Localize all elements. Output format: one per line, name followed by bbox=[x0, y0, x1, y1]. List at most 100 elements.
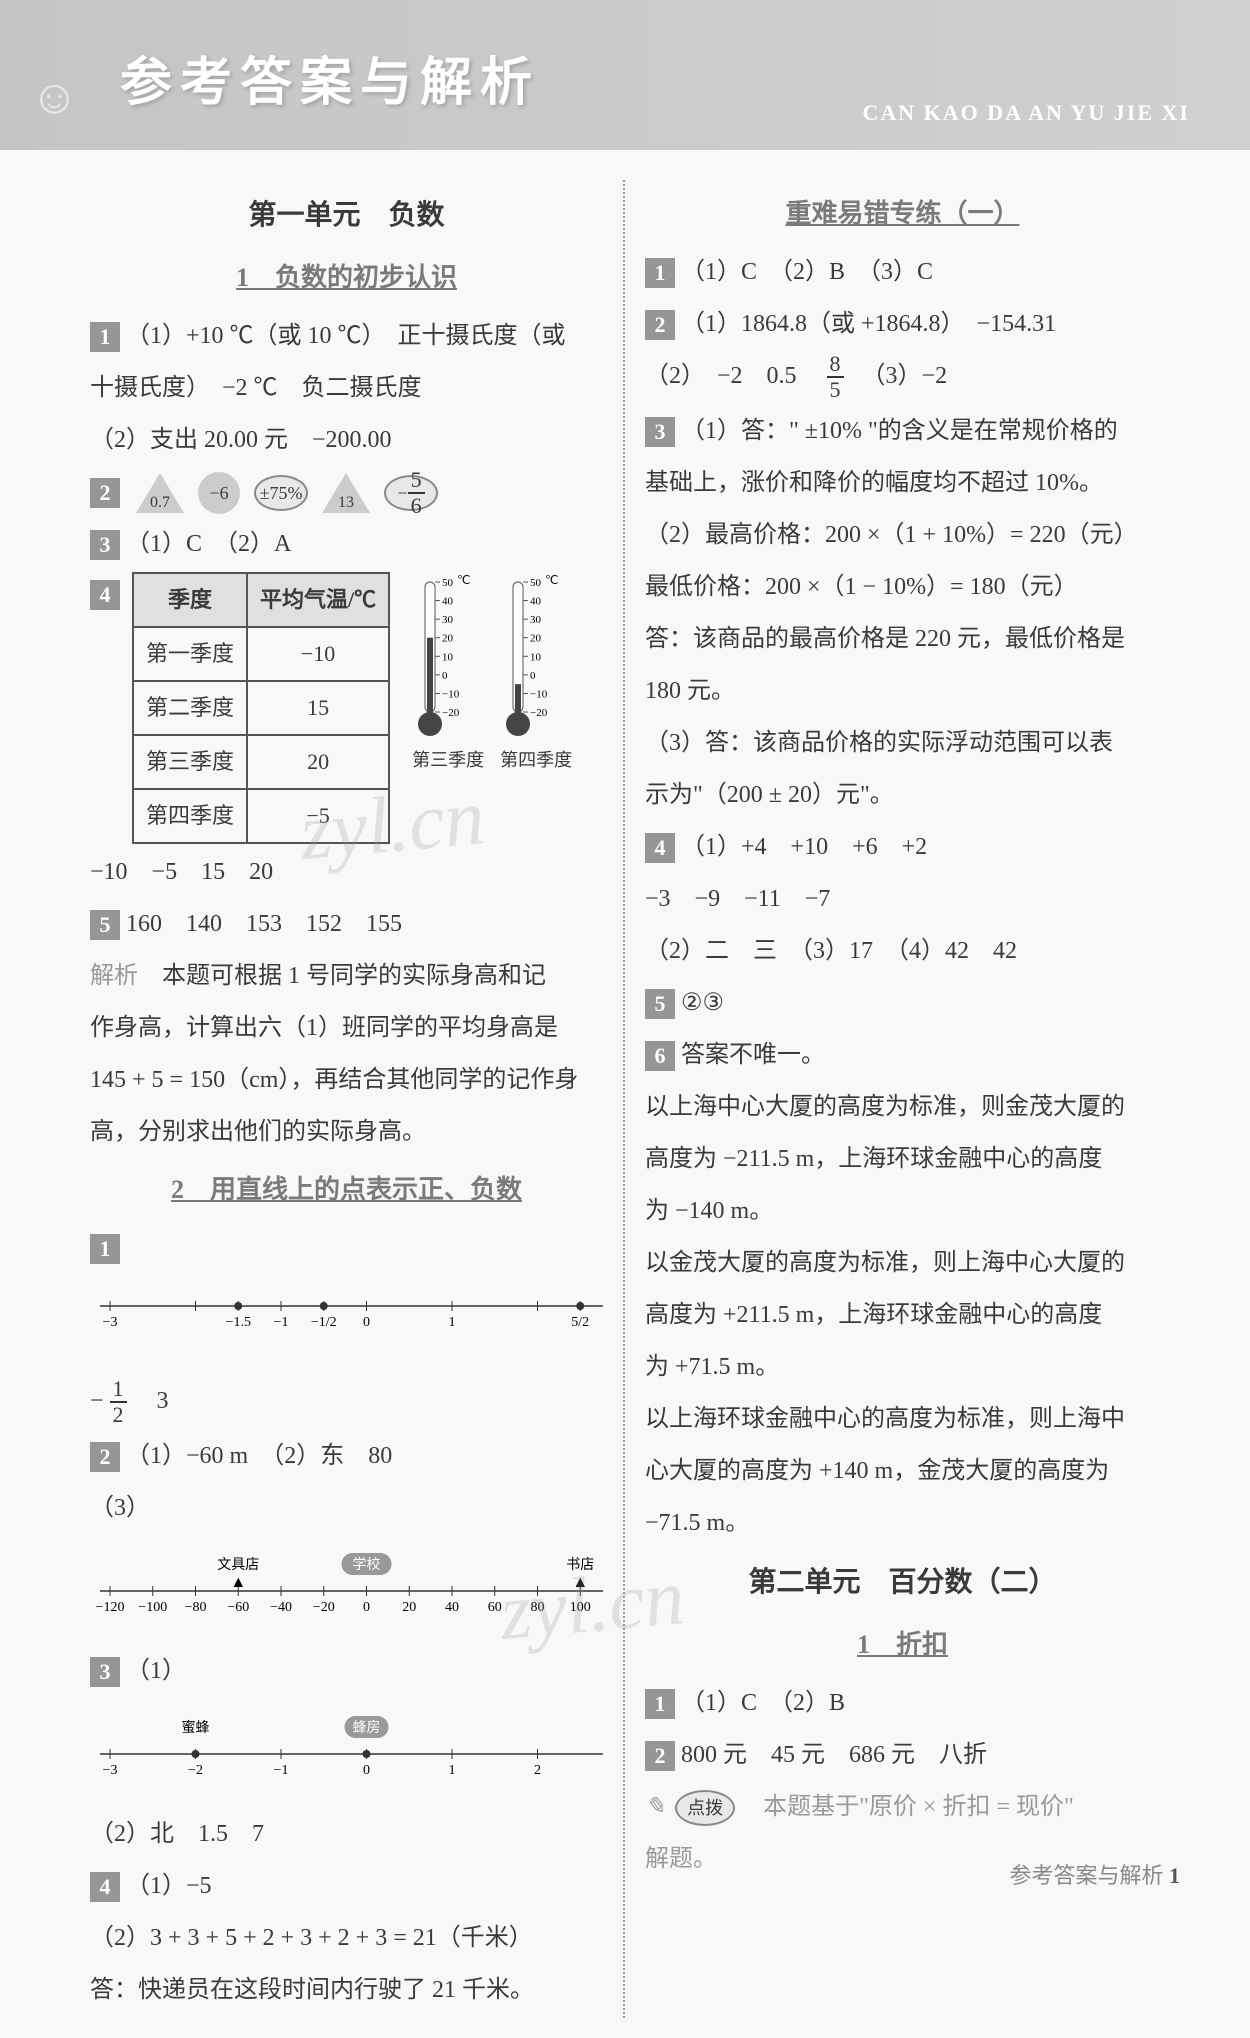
unit2-title: 第二单元 百分数（二） bbox=[645, 1555, 1160, 1611]
r-q3-l3: （2）最高价格：200 ×（1 + 10%）= 220（元） bbox=[645, 511, 1160, 559]
r-q6: 6答案不唯一。 bbox=[645, 1031, 1160, 1079]
r-q2-l1: 2（1）1864.8（或 +1864.8） −154.31 bbox=[645, 300, 1160, 348]
svg-text:−40: −40 bbox=[270, 1600, 292, 1615]
ellipse-icon: − 5 6 bbox=[384, 475, 438, 511]
svg-text:−100: −100 bbox=[138, 1600, 167, 1615]
svg-text:−10: −10 bbox=[530, 688, 548, 700]
thermometer-icon: ℃50403020100−10−20 bbox=[412, 572, 472, 742]
svg-text:蜂房: 蜂房 bbox=[353, 1720, 381, 1736]
thermometer-q4: ℃50403020100−10−20 第四季度 bbox=[500, 572, 572, 778]
r-q3-l1: 3（1）答：" ±10% "的含义是在常规价格的 bbox=[645, 407, 1160, 455]
s2-q4-3: 答：快递员在这段时间内行驶了 21 千米。 bbox=[90, 1966, 603, 2014]
analysis: 解析 本题可根据 1 号同学的实际身高和记 bbox=[90, 952, 603, 1000]
svg-text:1: 1 bbox=[449, 1315, 456, 1330]
unit1-title: 第一单元 负数 bbox=[90, 188, 603, 244]
section2-title: 2 用直线上的点表示正、负数 bbox=[90, 1164, 603, 1216]
svg-text:−20: −20 bbox=[530, 707, 548, 719]
svg-text:20: 20 bbox=[402, 1600, 416, 1615]
tip-badge: 点拨 bbox=[675, 1790, 735, 1826]
svg-text:−3: −3 bbox=[103, 1763, 118, 1778]
fraction: 8 5 bbox=[827, 352, 844, 402]
badge-1: 1 bbox=[90, 1234, 120, 1264]
svg-text:−1.5: −1.5 bbox=[226, 1315, 251, 1330]
s2-q2-3: （3） bbox=[90, 1484, 603, 1532]
u2-q1: 1（1）C （2）B bbox=[645, 1679, 1160, 1727]
r-q5: 5②③ bbox=[645, 979, 1160, 1027]
badge-6: 6 bbox=[645, 1041, 675, 1071]
svg-text:−2: −2 bbox=[188, 1763, 203, 1778]
svg-text:30: 30 bbox=[442, 614, 454, 626]
svg-text:−120: −120 bbox=[96, 1600, 125, 1615]
svg-text:−60: −60 bbox=[227, 1600, 249, 1615]
page-footer: 参考答案与解析 1 bbox=[1009, 1858, 1180, 1890]
number-line-2: −120−100−80−60−40−20020406080100120文具店▲学… bbox=[90, 1546, 603, 1616]
svg-text:1: 1 bbox=[449, 1763, 456, 1778]
svg-text:文具店: 文具店 bbox=[217, 1557, 259, 1573]
svg-text:−20: −20 bbox=[313, 1600, 335, 1615]
badge-2: 2 bbox=[645, 1741, 675, 1771]
left-column: 第一单元 负数 1 负数的初步认识 1（1）+10 ℃（或 10 ℃） 正十摄氏… bbox=[70, 180, 625, 2018]
badge-4: 4 bbox=[90, 1872, 120, 1902]
tip: ✎ 点拨 本题基于"原价 × 折扣 = 现价" bbox=[645, 1783, 1160, 1831]
svg-text:2: 2 bbox=[534, 1763, 541, 1778]
r-q6-l7: 以上海环球金融中心的高度为标准，则上海中 bbox=[645, 1395, 1160, 1443]
q3: 3（1）C （2）A bbox=[90, 520, 603, 568]
svg-text:蜜蜂: 蜜蜂 bbox=[182, 1720, 210, 1736]
svg-text:10: 10 bbox=[442, 651, 454, 663]
r-q6-l9: −71.5 m。 bbox=[645, 1499, 1160, 1547]
svg-text:60: 60 bbox=[488, 1600, 502, 1615]
svg-text:0: 0 bbox=[442, 670, 448, 682]
svg-text:0: 0 bbox=[363, 1600, 370, 1615]
thermometer-q3: ℃50403020100−10−20 第三季度 bbox=[412, 572, 484, 778]
triangle-icon: 0.7 bbox=[136, 473, 184, 513]
svg-text:−1: −1 bbox=[274, 1315, 289, 1330]
svg-text:学校: 学校 bbox=[353, 1556, 381, 1573]
r-q6-l3: 为 −140 m。 bbox=[645, 1187, 1160, 1235]
r-q2-l2: （2） −2 0.5 8 5 （3）−2 bbox=[645, 352, 1160, 403]
svg-text:0: 0 bbox=[363, 1315, 370, 1330]
s2-ans1: − 1 2 3 bbox=[90, 1377, 603, 1428]
svg-text:80: 80 bbox=[531, 1600, 545, 1615]
page-header: ☺ 参考答案与解析 CAN KAO DA AN YU JIE XI bbox=[0, 0, 1250, 150]
pencil-icon: ✎ bbox=[645, 1794, 665, 1820]
svg-text:40: 40 bbox=[442, 596, 454, 608]
triangle-icon: 13 bbox=[322, 473, 370, 513]
svg-text:20: 20 bbox=[530, 633, 542, 645]
svg-text:50: 50 bbox=[442, 577, 454, 589]
number-line-1: −3−1.5−1−1/2015/23 bbox=[90, 1286, 603, 1346]
r-q3-l8: 示为"（200 ± 20）元"。 bbox=[645, 771, 1160, 819]
svg-text:−80: −80 bbox=[185, 1600, 207, 1615]
badge-1: 1 bbox=[90, 322, 120, 352]
fraction: 5 6 bbox=[408, 468, 425, 518]
svg-text:℃: ℃ bbox=[545, 573, 558, 587]
svg-text:50: 50 bbox=[530, 577, 542, 589]
s2-q2: 2（1）−60 m （2）东 80 bbox=[90, 1432, 603, 1480]
q5: 5160 140 153 152 155 bbox=[90, 900, 603, 948]
svg-text:40: 40 bbox=[445, 1600, 459, 1615]
svg-text:−20: −20 bbox=[442, 707, 460, 719]
header-pinyin: CAN KAO DA AN YU JIE XI bbox=[862, 100, 1190, 126]
badge-2: 2 bbox=[90, 478, 120, 508]
s2-q4-1: 4（1）−5 bbox=[90, 1862, 603, 1910]
svg-text:100: 100 bbox=[570, 1600, 591, 1615]
q1-line1: 1（1）+10 ℃（或 10 ℃） 正十摄氏度（或 bbox=[90, 312, 603, 360]
badge-2: 2 bbox=[90, 1442, 120, 1472]
s2-q3-2: （2）北 1.5 7 bbox=[90, 1810, 603, 1858]
svg-text:20: 20 bbox=[442, 633, 454, 645]
r-q4-l2: −3 −9 −11 −7 bbox=[645, 875, 1160, 923]
svg-text:10: 10 bbox=[530, 651, 542, 663]
thermometers: ℃50403020100−10−20 第三季度 ℃50403020100−10−… bbox=[406, 572, 578, 778]
content-area: 第一单元 负数 1 负数的初步认识 1（1）+10 ℃（或 10 ℃） 正十摄氏… bbox=[0, 150, 1250, 2038]
svg-text:5/2: 5/2 bbox=[571, 1315, 589, 1330]
r-q6-l1: 以上海中心大厦的高度为标准，则金茂大厦的 bbox=[645, 1083, 1160, 1131]
q2-shapes: 2 0.7 −6 ±75% 13 − 5 6 bbox=[90, 468, 603, 516]
badge-4: 4 bbox=[645, 833, 675, 863]
badge-3: 3 bbox=[90, 1657, 120, 1687]
r-q6-l2: 高度为 −211.5 m，上海环球金融中心的高度 bbox=[645, 1135, 1160, 1183]
badge-3: 3 bbox=[645, 417, 675, 447]
section1-title: 1 负数的初步认识 bbox=[90, 252, 603, 304]
r-q4-l1: 4（1）+4 +10 +6 +2 bbox=[645, 823, 1160, 871]
svg-text:▲: ▲ bbox=[572, 1574, 588, 1591]
r-q3-l5: 答：该商品的最高价格是 220 元，最低价格是 bbox=[645, 615, 1160, 663]
svg-text:−1: −1 bbox=[274, 1763, 289, 1778]
